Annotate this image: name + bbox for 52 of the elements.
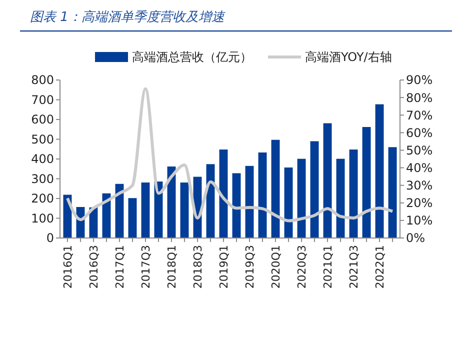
bar <box>323 123 332 238</box>
y2-tick-label: 40% <box>406 160 433 175</box>
x-tick-label: 2018Q1 <box>165 245 178 289</box>
bar <box>349 150 358 238</box>
bar <box>336 158 345 238</box>
x-tick-label: 2021Q1 <box>322 245 335 289</box>
y-tick-label: 100 <box>31 211 54 226</box>
legend-label: 高端酒总营收（亿元） <box>132 50 252 64</box>
bar <box>141 182 150 238</box>
x-tick-label: 2016Q3 <box>87 245 100 289</box>
y2-tick-label: 80% <box>406 90 433 105</box>
x-tick-label: 2021Q3 <box>348 245 361 289</box>
y-tick-label: 0 <box>46 231 54 246</box>
y-tick-label: 300 <box>31 172 54 186</box>
bar <box>375 104 384 238</box>
x-tick-label: 2016Q1 <box>61 245 74 289</box>
y2-tick-label: 90% <box>406 73 433 88</box>
legend-label: 高端酒YOY/右轴 <box>305 50 392 64</box>
bar <box>271 140 280 238</box>
bar <box>180 182 189 238</box>
x-tick-label: 2020Q1 <box>270 245 283 289</box>
bar <box>128 198 137 238</box>
y2-tick-label: 70% <box>406 108 433 122</box>
x-tick-label: 2019Q1 <box>218 245 230 289</box>
y2-tick-label: 50% <box>406 143 433 158</box>
x-tick-label: 2017Q1 <box>113 245 126 289</box>
y2-tick-label: 30% <box>406 178 433 193</box>
bar <box>310 141 319 238</box>
bar <box>258 152 267 238</box>
y-tick-label: 700 <box>31 92 54 107</box>
x-tick-label: 2020Q3 <box>296 245 309 289</box>
y-tick-label: 500 <box>31 132 54 146</box>
bar <box>245 166 254 238</box>
bar <box>232 173 241 238</box>
chart-title: 图表 1：高端酒单季度营收及增速 <box>30 9 226 25</box>
y2-tick-label: 20% <box>406 196 433 210</box>
y-tick-label: 600 <box>31 112 54 127</box>
bar <box>388 147 397 238</box>
x-tick-label: 2022Q1 <box>374 245 387 289</box>
y-tick-label: 800 <box>31 73 54 88</box>
y-tick-label: 400 <box>31 152 54 166</box>
y-tick-label: 200 <box>31 192 54 206</box>
x-tick-label: 2019Q3 <box>244 245 257 289</box>
y2-tick-label: 10% <box>406 214 433 228</box>
bar <box>284 167 293 238</box>
line-series <box>66 87 394 222</box>
bar <box>362 127 371 238</box>
x-tick-label: 2018Q3 <box>191 245 204 289</box>
bar <box>297 158 306 238</box>
x-tick-label: 2017Q3 <box>139 245 152 289</box>
y2-tick-label: 0% <box>406 231 426 246</box>
y2-tick-label: 60% <box>406 126 433 140</box>
